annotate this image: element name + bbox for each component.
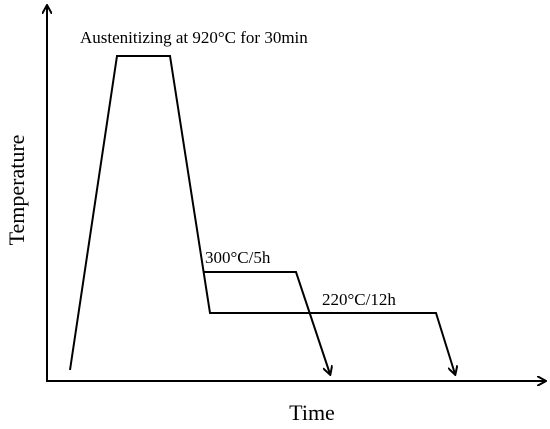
x-axis-label: Time	[289, 400, 335, 425]
austenitizing-label: Austenitizing at 920°C for 30min	[80, 28, 308, 47]
route-220	[69, 55, 455, 374]
step-label: 300°C/5h	[205, 248, 271, 267]
route-300	[203, 271, 330, 374]
step-label: 220°C/12h	[322, 290, 396, 309]
y-axis-label: Temperature	[4, 135, 29, 246]
